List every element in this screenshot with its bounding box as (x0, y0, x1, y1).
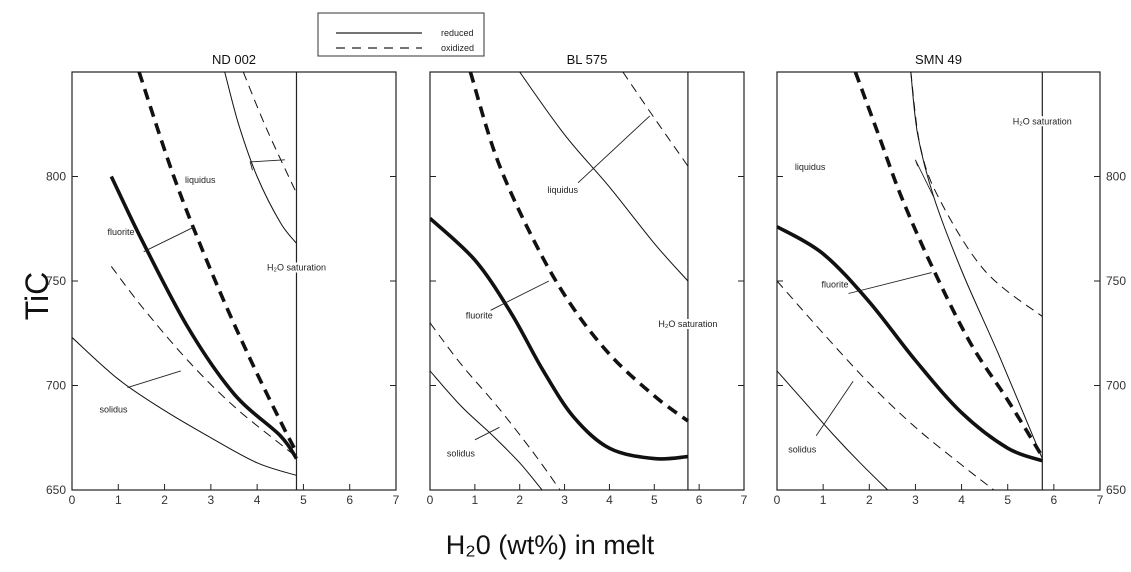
annotation-label: solidus (447, 449, 476, 459)
plot-frame (71, 71, 397, 491)
annotation-leader (127, 370, 181, 389)
x-tick-label: 6 (696, 493, 703, 507)
x-tick-label: 3 (561, 493, 568, 507)
x-tick-label: 1 (115, 493, 122, 507)
liquidus-reduced-line (519, 72, 689, 282)
panel-title: BL 575 (567, 52, 608, 67)
legend-frame (317, 12, 485, 57)
annotation-label: fluorite (107, 227, 134, 237)
annotation-label: liquidus (185, 175, 216, 185)
annotation-label: fluorite (822, 279, 849, 289)
panel-title: ND 002 (212, 52, 256, 67)
annotation-leader (249, 159, 285, 171)
x-tick-label: 4 (606, 493, 613, 507)
y-tick-label: 650 (46, 483, 66, 497)
plot-area (430, 72, 689, 490)
x-tick-label: 0 (69, 493, 76, 507)
panel-bl-575: BL 575 0 1 2 3 4 5 6 7 fluorite solidus liquidus H₂O… (427, 52, 748, 507)
fluorite-reduced-line (430, 216, 689, 461)
legend: reduced oxidized (317, 12, 485, 57)
annotation-label: liquidus (547, 185, 578, 195)
x-tick-label: 5 (651, 493, 658, 507)
annotation-leader (848, 272, 932, 294)
x-tick-label: 3 (208, 493, 215, 507)
x-tick-label: 5 (1004, 493, 1011, 507)
solidus-reduced-line (777, 370, 889, 490)
y-axis-label: TiC (19, 272, 55, 321)
h2o-saturation-label: H₂O saturation (267, 263, 326, 273)
fluorite-oxidized-line (468, 72, 689, 423)
y-tick-label: 700 (1106, 379, 1126, 393)
x-tick-label: 2 (516, 493, 523, 507)
y-tick-label: 750 (1106, 274, 1126, 288)
legend-reduced-label: reduced (441, 28, 474, 38)
x-tick-label: 3 (912, 493, 919, 507)
annotation-leader (914, 159, 935, 198)
liquidus-reduced-line (224, 72, 297, 244)
panel-nd-002: ND 002 0 1 2 3 4 5 6 7 650 700 750 800 fluorite solidu… (46, 52, 400, 507)
liquidus-oxidized-line (622, 72, 689, 167)
label-background (1011, 116, 1073, 127)
label-background (265, 262, 328, 273)
y-tick-label: 750 (46, 274, 66, 288)
x-tick-label: 2 (866, 493, 873, 507)
annotation-label: solidus (100, 405, 129, 415)
x-tick-label: 1 (472, 493, 479, 507)
y-tick-label: 700 (46, 379, 66, 393)
x-tick-label: 2 (161, 493, 168, 507)
h2o-saturation-label: H₂O saturation (1013, 116, 1072, 126)
annotation-label: liquidus (795, 162, 826, 172)
annotation-label: fluorite (466, 311, 493, 321)
x-tick-label: 4 (958, 493, 965, 507)
plot-area (777, 72, 1044, 490)
solidus-oxidized-line (110, 266, 297, 457)
panel-title: SMN 49 (915, 52, 962, 67)
x-tick-label: 6 (1051, 493, 1058, 507)
fluorite-oxidized-line (137, 72, 299, 454)
y-tick-label: 650 (1106, 483, 1126, 497)
x-axis-label: H₂0 (wt%) in melt (446, 530, 655, 560)
label-background (657, 318, 719, 329)
annotation-leader (474, 426, 500, 441)
x-tick-label: 7 (741, 493, 748, 507)
h2o-saturation-label: H₂O saturation (658, 319, 717, 329)
liquidus-oxidized-line (910, 72, 1043, 317)
fluorite-oxidized-line (853, 72, 1044, 458)
x-tick-label: 6 (346, 493, 353, 507)
annotation-leader (577, 115, 651, 184)
x-tick-label: 1 (820, 493, 827, 507)
annotation-leader (815, 381, 854, 436)
fluorite-reduced-line (109, 175, 299, 460)
x-tick-label: 5 (300, 493, 307, 507)
annotation-leader (143, 226, 195, 253)
solidus-reduced-line (72, 337, 297, 476)
x-tick-label: 0 (427, 493, 434, 507)
solidus-reduced-line (430, 370, 543, 490)
y-tick-label: 800 (46, 170, 66, 184)
plot-area (72, 72, 299, 490)
annotation-label: solidus (788, 444, 817, 454)
x-tick-label: 7 (393, 493, 400, 507)
solidus-oxidized-line (777, 280, 995, 490)
liquidus-oxidized-line (242, 72, 297, 194)
solidus-oxidized-line (430, 322, 561, 490)
x-tick-label: 0 (774, 493, 781, 507)
plot-frame (429, 71, 745, 491)
legend-oxidized-label: oxidized (441, 43, 474, 53)
annotation-leader (490, 280, 550, 311)
x-tick-label: 4 (254, 493, 261, 507)
x-tick-label: 7 (1097, 493, 1104, 507)
y-tick-label: 800 (1106, 170, 1126, 184)
fluorite-reduced-line (777, 225, 1043, 463)
